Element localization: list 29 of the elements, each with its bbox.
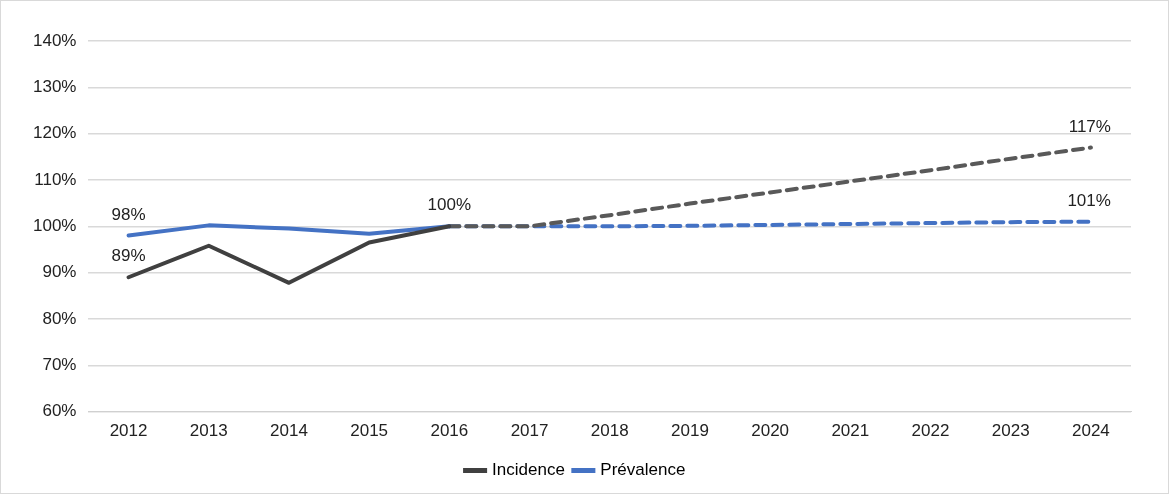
y-tick-label: 60%	[42, 401, 77, 421]
x-tick-label: 2018	[590, 421, 629, 441]
y-tick-label: 90%	[42, 262, 77, 282]
y-tick-label: 80%	[42, 308, 77, 328]
x-tick-label: 2017	[510, 421, 549, 441]
x-tick-label: 2022	[911, 421, 950, 441]
x-tick-label: 2021	[831, 421, 870, 441]
legend-label: Prévalence	[600, 460, 686, 480]
x-tick-label: 2019	[671, 421, 709, 441]
y-tick-label: 70%	[42, 354, 77, 374]
x-tick-label: 2016	[430, 421, 469, 441]
data-label: 101%	[1067, 190, 1111, 210]
y-tick-label: 100%	[33, 215, 77, 235]
data-label: 98%	[111, 204, 146, 224]
y-tick-label: 140%	[33, 30, 77, 50]
y-tick-label: 120%	[33, 123, 77, 143]
data-label: 117%	[1068, 116, 1111, 136]
x-tick-label: 2014	[270, 421, 308, 441]
legend-label: Incidence	[492, 460, 565, 480]
data-label: 89%	[111, 246, 146, 266]
x-tick-label: 2015	[350, 421, 389, 441]
y-tick-label: 110%	[34, 169, 77, 189]
x-tick-label: 2020	[751, 421, 790, 441]
data-label: 100%	[427, 195, 472, 215]
x-tick-label: 2013	[189, 421, 228, 441]
x-tick-label: 2012	[109, 421, 148, 441]
y-tick-label: 130%	[33, 77, 77, 97]
x-tick-label: 2023	[991, 421, 1030, 441]
x-tick-label: 2024	[1071, 421, 1110, 441]
